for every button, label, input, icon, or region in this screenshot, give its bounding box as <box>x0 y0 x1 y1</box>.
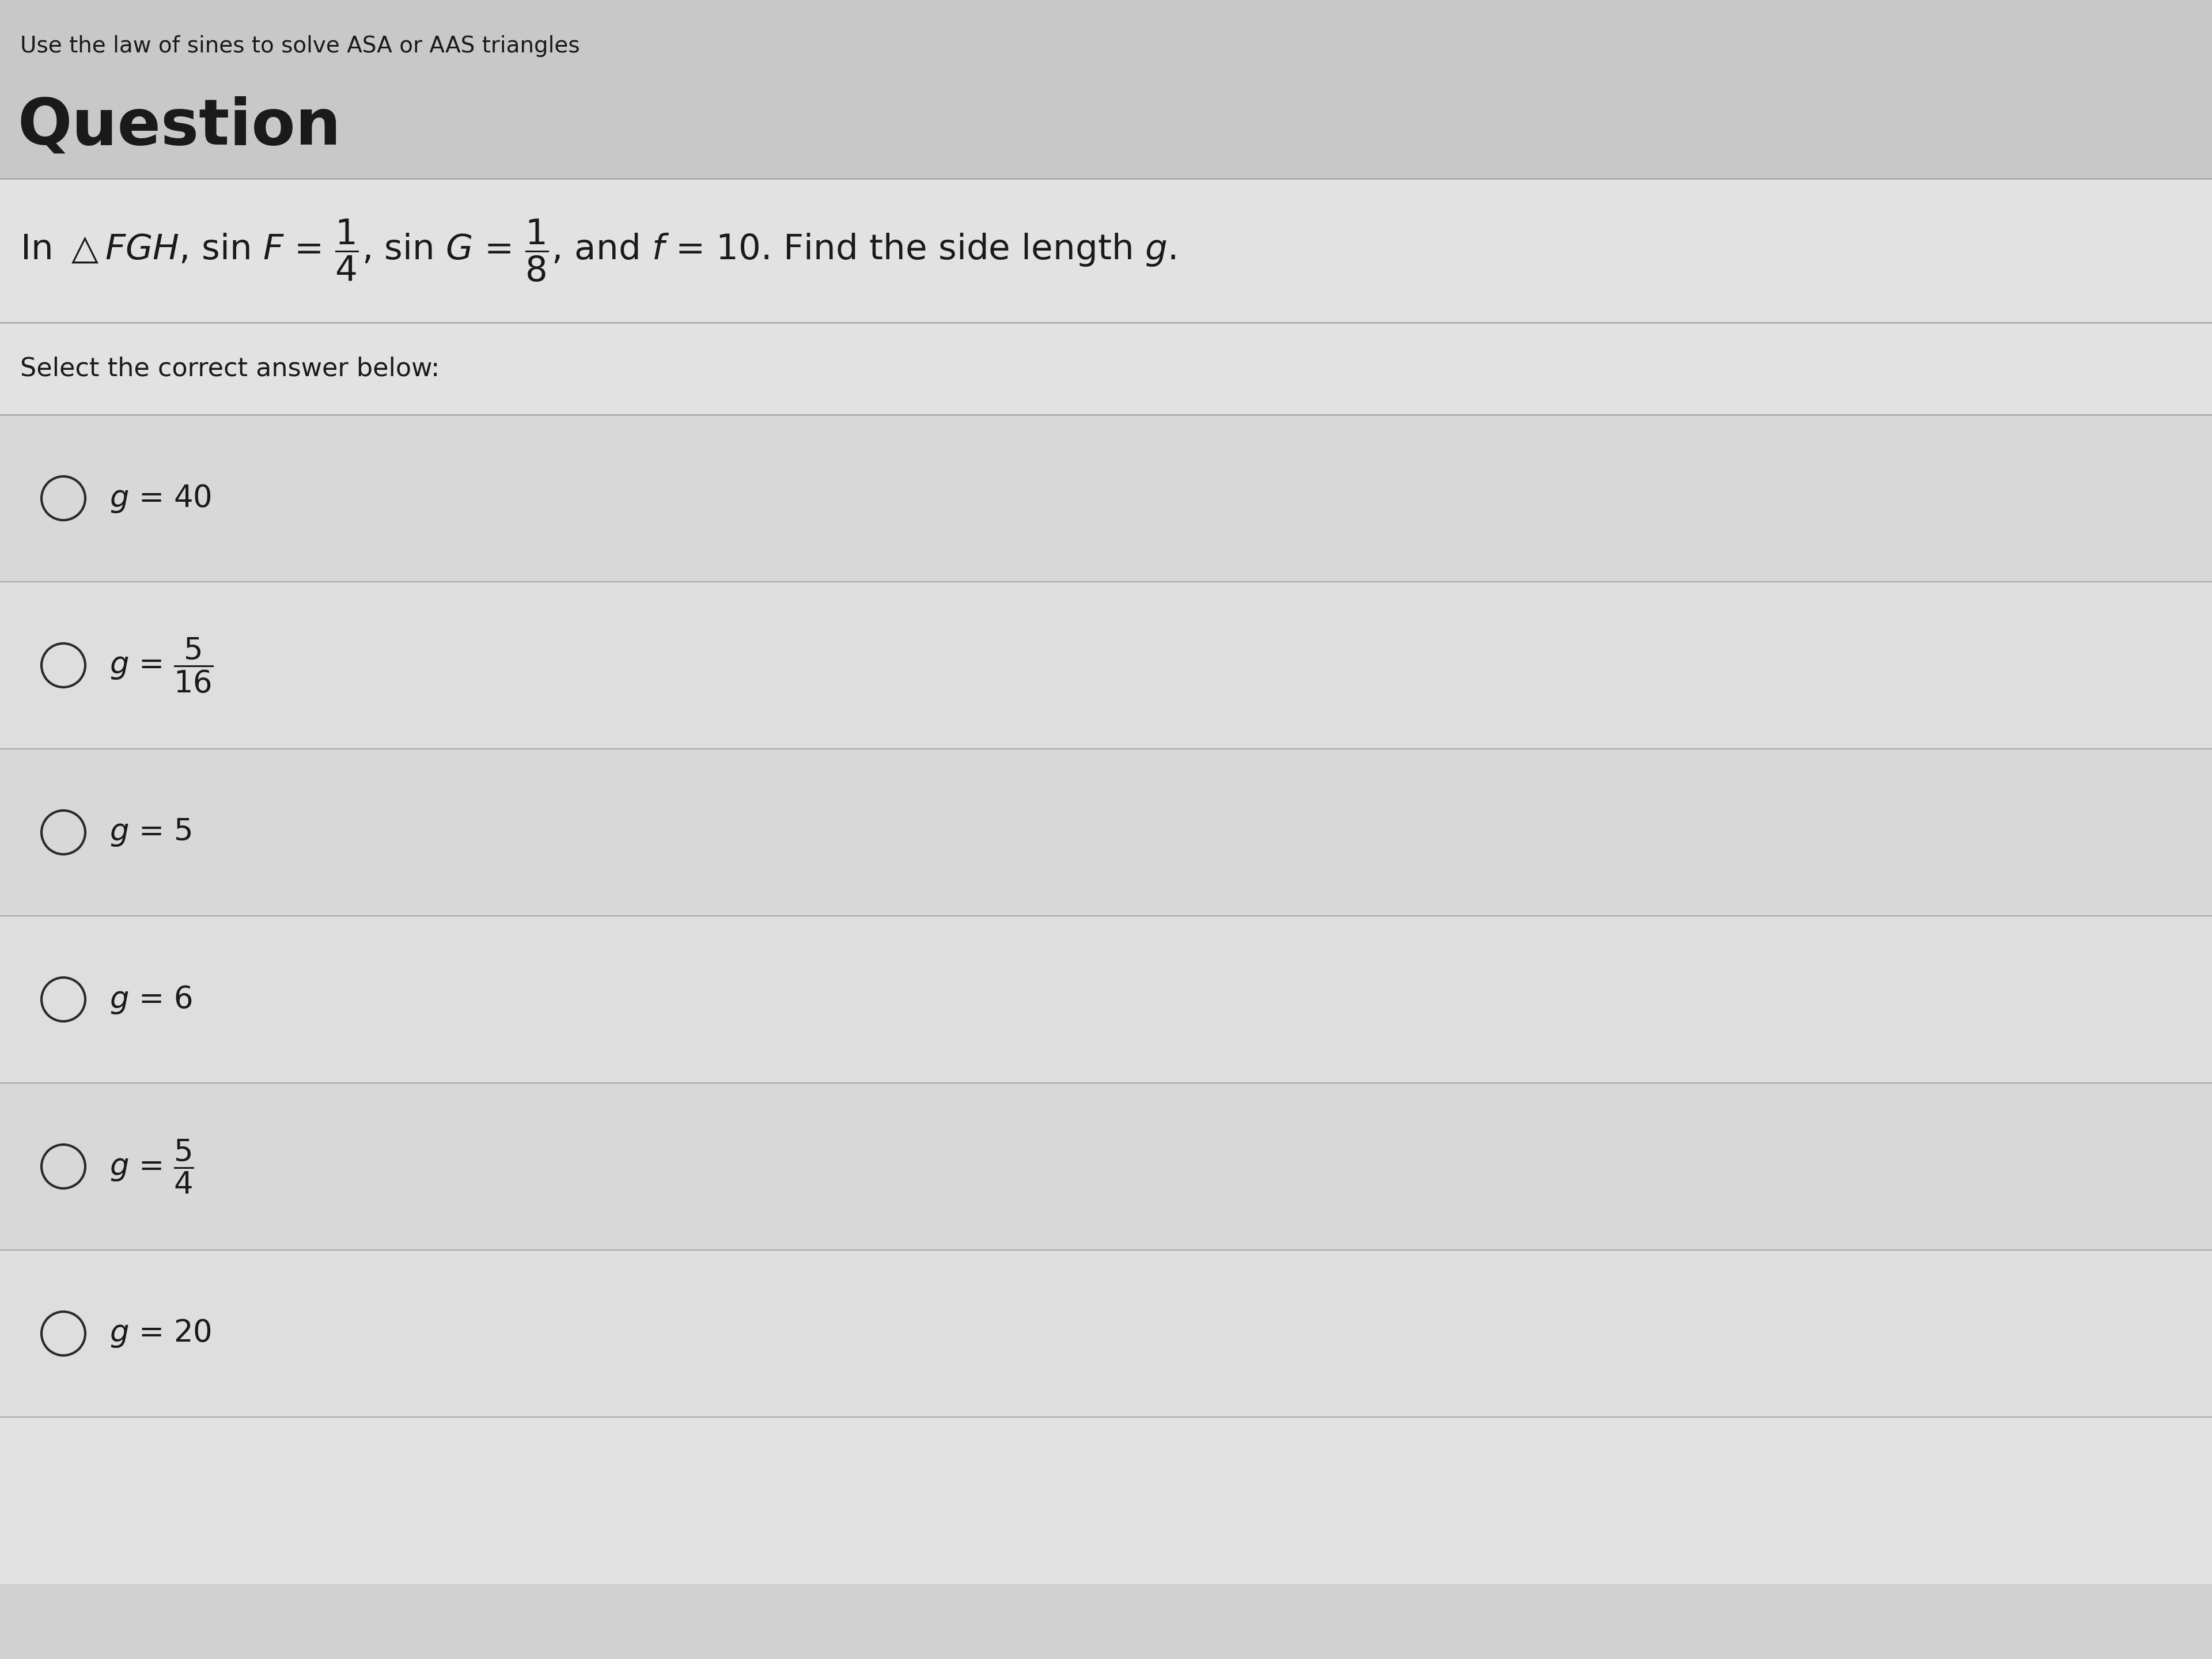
Text: $g$ = 6: $g$ = 6 <box>108 984 192 1015</box>
Text: $g$ = 5: $g$ = 5 <box>108 816 192 848</box>
Text: Use the law of sines to solve ASA or AAS triangles: Use the law of sines to solve ASA or AAS… <box>20 35 580 56</box>
Text: $g$ = 40: $g$ = 40 <box>108 483 212 514</box>
Bar <box>0 582 2212 748</box>
Bar <box>0 1249 2212 1417</box>
Text: $g$ = 20: $g$ = 20 <box>108 1317 212 1349</box>
Bar <box>0 0 2212 179</box>
Bar <box>0 322 2212 415</box>
Bar <box>0 748 2212 916</box>
Text: $g$ = $\dfrac{5}{16}$: $g$ = $\dfrac{5}{16}$ <box>108 635 212 695</box>
Bar <box>0 179 2212 322</box>
Text: Question: Question <box>18 96 341 158</box>
Text: Select the correct answer below:: Select the correct answer below: <box>20 357 440 382</box>
Text: $g$ = $\dfrac{5}{4}$: $g$ = $\dfrac{5}{4}$ <box>108 1138 195 1194</box>
Bar <box>0 415 2212 582</box>
Text: In $\triangle FGH$, sin $F$ = $\dfrac{1}{4}$, sin $G$ = $\dfrac{1}{8}$, and $f$ : In $\triangle FGH$, sin $F$ = $\dfrac{1}… <box>20 217 1175 284</box>
Bar <box>0 916 2212 1083</box>
Bar <box>0 1083 2212 1249</box>
